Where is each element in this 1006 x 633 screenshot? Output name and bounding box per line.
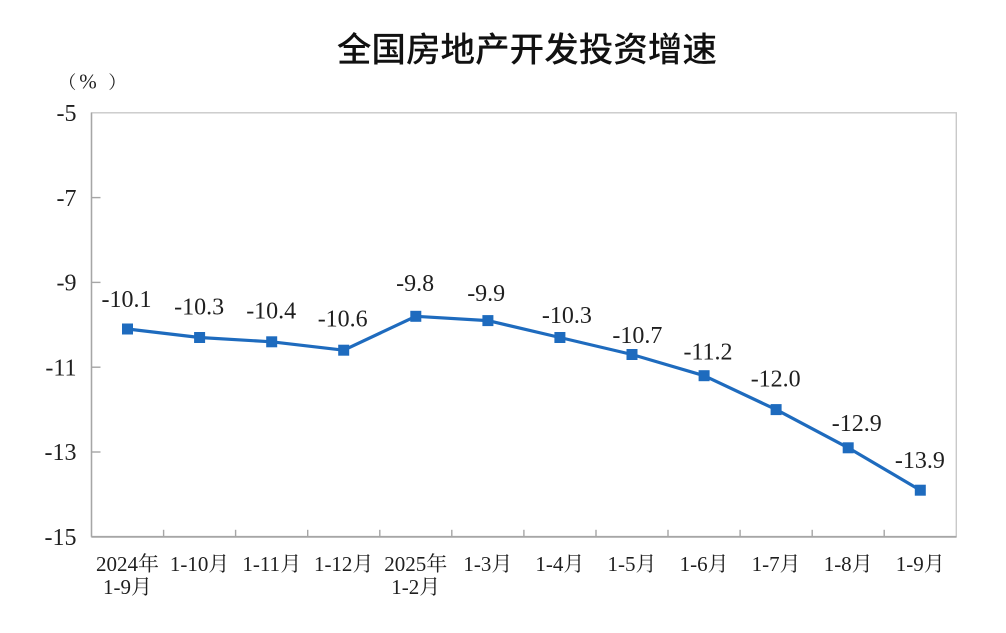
svg-text:-7: -7 (57, 186, 77, 212)
svg-text:1-9: 1-9 (896, 552, 924, 576)
svg-text:1-2: 1-2 (391, 575, 419, 599)
svg-text:-15: -15 (45, 525, 77, 551)
svg-text:-10.6: -10.6 (318, 307, 368, 333)
svg-text:-9.8: -9.8 (396, 271, 434, 297)
svg-text:-10.4: -10.4 (246, 298, 296, 324)
svg-text:2024: 2024 (96, 552, 139, 576)
svg-text:1-12: 1-12 (314, 552, 353, 576)
svg-text:-12.9: -12.9 (832, 411, 882, 437)
svg-text:-10.7: -10.7 (612, 323, 662, 349)
svg-text:-11.2: -11.2 (683, 340, 732, 366)
svg-text:-9.9: -9.9 (467, 281, 505, 307)
svg-text:-12.0: -12.0 (751, 366, 801, 392)
svg-text:-11: -11 (45, 355, 76, 381)
svg-text:1-5: 1-5 (608, 552, 636, 576)
svg-text:-9: -9 (57, 271, 77, 297)
svg-text:1-6: 1-6 (680, 552, 708, 576)
svg-text:1-11: 1-11 (242, 552, 280, 576)
svg-text:1-10: 1-10 (170, 552, 209, 576)
svg-text:1-4: 1-4 (535, 552, 563, 576)
svg-text:2025: 2025 (384, 552, 426, 576)
svg-text:-10.3: -10.3 (174, 295, 224, 321)
svg-text:-13: -13 (45, 440, 77, 466)
svg-text:-10.1: -10.1 (102, 287, 152, 313)
svg-text:1-8: 1-8 (824, 552, 852, 576)
svg-text:1-3: 1-3 (463, 552, 491, 576)
svg-text:-10.3: -10.3 (542, 303, 592, 329)
svg-text:-5: -5 (57, 101, 77, 127)
svg-text:-13.9: -13.9 (895, 448, 945, 474)
svg-text:1-9: 1-9 (103, 575, 131, 599)
svg-text:1-7: 1-7 (752, 552, 780, 576)
svg-text:%: % (79, 70, 97, 94)
